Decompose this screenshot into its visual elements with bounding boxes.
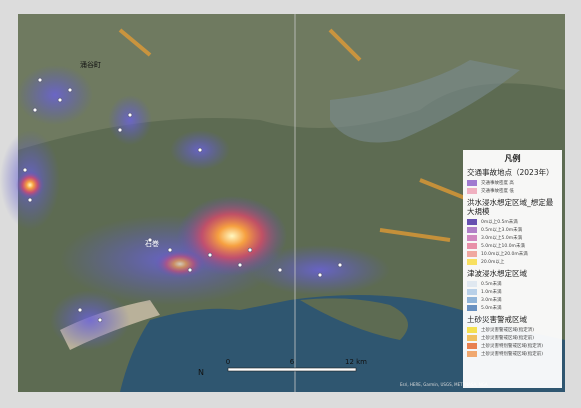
legend-swatch [467, 335, 477, 341]
place-label: 涌谷町 [80, 60, 101, 69]
legend-item: 0m以上0.5m未満 [467, 218, 558, 226]
hotspot [16, 171, 44, 199]
hotspot [177, 196, 287, 276]
legend-item-label: 土砂災害特別警戒区域(指定済) [481, 344, 544, 349]
legend-swatch [467, 351, 477, 357]
legend: 凡例 交通事故地点（2023年） 交通事故密度 高交通事故密度 低洪水浸水想定区域… [463, 150, 562, 388]
scale-bar [227, 367, 357, 372]
legend-item-label: 5.0m以上10.0m未満 [481, 244, 525, 249]
legend-item-label: 3.0m未満 [481, 298, 502, 303]
legend-item-label: 1.0m未満 [481, 290, 502, 295]
accident-point [32, 107, 38, 113]
legend-section-title: 交通事故地点（2023年） [467, 168, 554, 177]
legend-item: 0.5m未満 [467, 280, 558, 288]
north-arrow: N [198, 368, 204, 377]
legend-item: 土砂災害警戒区域(指定前) [467, 334, 558, 342]
legend-swatch [467, 289, 477, 295]
legend-item: 土砂災害警戒区域(指定済) [467, 326, 558, 334]
legend-item-label: 20.0m以上 [481, 260, 505, 265]
legend-item: 5.0m未満 [467, 304, 558, 312]
legend-item-label: 交通事故密度 高 [481, 181, 514, 186]
density-area [250, 245, 390, 295]
legend-section-title: 津波浸水想定区域 [467, 269, 527, 278]
legend-swatch [467, 281, 477, 287]
legend-item-label: 0.5m未満 [481, 282, 502, 287]
legend-title: 凡例 [504, 154, 521, 163]
legend-section-title: 土砂災害警戒区域 [467, 315, 527, 324]
legend-item-label: 0.5m以上3.0m未満 [481, 228, 523, 233]
legend-item-label: 土砂災害警戒区域(指定済) [481, 328, 535, 333]
legend-item: 0.5m以上3.0m未満 [467, 226, 558, 234]
density-area [108, 95, 152, 145]
legend-item: 土砂災害特別警戒区域(指定済) [467, 342, 558, 350]
terrain [18, 14, 565, 150]
legend-item-label: 交通事故密度 低 [481, 189, 514, 194]
attribution: Esri, HERE, Garmin, USGS, METI/NASA, NGA [400, 382, 488, 387]
place-label: 石巻 [145, 239, 159, 248]
accident-point [67, 87, 73, 93]
legend-item-label: 土砂災害特別警戒区域(指定前) [481, 352, 544, 357]
legend-item: 10.0m以上20.0m未満 [467, 250, 558, 258]
accident-point [207, 252, 213, 258]
legend-swatch [467, 297, 477, 303]
accident-point [247, 247, 253, 253]
legend-section-title: 洪水浸水想定区域_想定最大規模 [467, 198, 554, 216]
accident-point [237, 262, 243, 268]
legend-swatch [467, 188, 477, 194]
accident-point [147, 237, 153, 243]
legend-item-label: 0m以上0.5m未満 [481, 220, 518, 225]
legend-swatch [467, 243, 477, 249]
legend-item-label: 5.0m未満 [481, 306, 502, 311]
legend-item: 土砂災害特別警戒区域(指定前) [467, 350, 558, 358]
legend-swatch [467, 219, 477, 225]
landslide-zone [118, 28, 471, 242]
accident-point [187, 267, 193, 273]
legend-item-label: 土砂災害警戒区域(指定前) [481, 336, 535, 341]
legend-swatch [467, 259, 477, 265]
legend-swatch [467, 327, 477, 333]
legend-item: 1.0m未満 [467, 288, 558, 296]
accident-point [77, 307, 83, 313]
accident-point [197, 147, 203, 153]
accident-point [167, 247, 173, 253]
density-area [17, 65, 93, 125]
legend-swatch [467, 251, 477, 257]
river-area [330, 60, 520, 143]
peninsula [300, 298, 408, 340]
legend-swatch [467, 227, 477, 233]
accident-point [117, 127, 123, 133]
accident-point [97, 317, 103, 323]
scale-label: 0 [226, 358, 230, 366]
accident-point [277, 267, 283, 273]
legend-item: 3.0m以上5.0m未満 [467, 234, 558, 242]
scale-label: 6 [290, 358, 295, 366]
hotspot [155, 250, 205, 278]
legend-item: 20.0m以上 [467, 258, 558, 266]
legend-swatch [467, 343, 477, 349]
legend-item: 交通事故密度 高 [467, 179, 558, 187]
legend-item-label: 10.0m以上20.0m未満 [481, 252, 528, 257]
accident-point [27, 197, 33, 203]
scale-label: 12 km [345, 358, 367, 366]
accident-point [22, 167, 28, 173]
accident-point [57, 97, 63, 103]
legend-item: 交通事故密度 低 [467, 187, 558, 195]
legend-swatch [467, 235, 477, 241]
accident-point [337, 262, 343, 268]
accident-point [317, 272, 323, 278]
legend-item: 5.0m以上10.0m未満 [467, 242, 558, 250]
density-area [50, 290, 130, 350]
legend-swatch [467, 305, 477, 311]
accident-point [127, 112, 133, 118]
legend-item: 3.0m未満 [467, 296, 558, 304]
accident-point [37, 77, 43, 83]
legend-swatch [467, 180, 477, 186]
legend-item-label: 3.0m以上5.0m未満 [481, 236, 523, 241]
